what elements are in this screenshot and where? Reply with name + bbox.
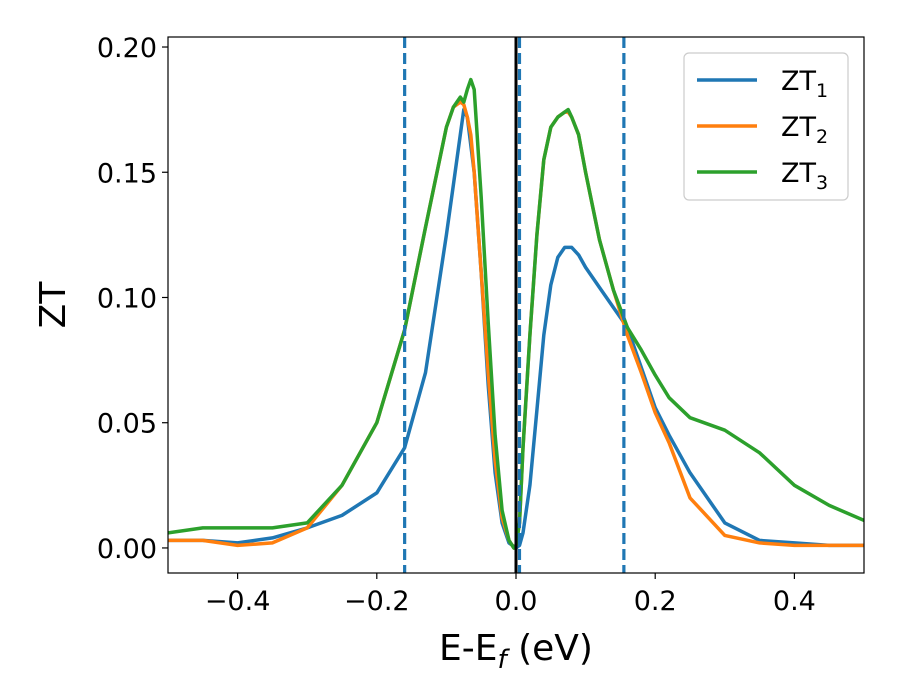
x-tick-label: 0.2 [634,586,677,617]
legend-label-zt1: ZT1 [781,66,828,102]
x-tick-label: 0.0 [495,586,538,617]
y-tick-label: 0.00 [97,534,157,565]
legend: ZT1 ZT2 ZT3 [683,52,849,201]
x-tick-label: 0.4 [773,586,816,617]
y-tick-label: 0.15 [97,158,157,189]
legend-label-zt3: ZT3 [781,158,828,194]
y-tick-label: 0.05 [97,409,157,440]
legend-label-zt2: ZT2 [781,112,828,148]
x-tick-label: −0.4 [205,586,271,617]
vertical-lines [403,37,626,573]
x-tick-label: −0.2 [344,586,410,617]
y-tick-label: 0.10 [97,283,157,314]
x-axis-label-main: E-E [439,628,497,669]
legend-box [683,52,849,201]
x-axis-label-unit: (eV) [507,628,593,669]
y-tick-label: 0.20 [97,33,157,64]
x-axis-label: E-Ef (eV) [439,628,593,675]
axis-ticks: −0.4 −0.2 0.0 0.2 0.4 0.00 0.05 0.10 0.15 0.20 [97,33,816,617]
y-axis-label: ZT [33,281,74,329]
